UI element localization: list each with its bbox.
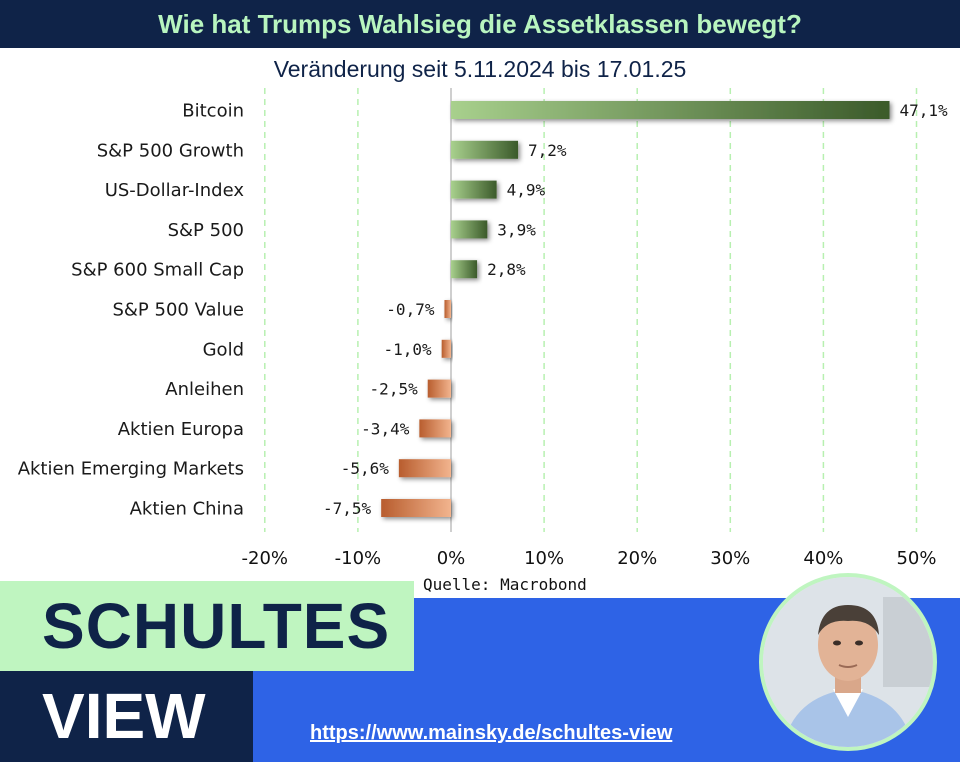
bar (451, 220, 488, 239)
category-label: S&P 500 (168, 220, 244, 241)
x-tick-label: 0% (437, 548, 466, 569)
value-label: 7,2% (528, 141, 567, 160)
brand-line-1: SCHULTES (0, 581, 414, 671)
value-label: 3,9% (497, 220, 536, 239)
chart-subtitle: Veränderung seit 5.11.2024 bis 17.01.25 (273, 56, 687, 82)
bar (381, 499, 451, 517)
bar (451, 260, 478, 279)
value-label: 2,8% (487, 260, 526, 279)
source-note: Quelle: Macrobond (423, 575, 587, 594)
value-label: 4,9% (507, 181, 546, 200)
chart-title: Wie hat Trumps Wahlsieg die Assetklassen… (0, 0, 960, 48)
category-label: S&P 600 Small Cap (71, 260, 244, 281)
bar (398, 459, 451, 478)
category-label: Anleihen (165, 379, 244, 400)
value-label: -0,7% (386, 300, 435, 319)
bar (451, 180, 497, 199)
category-label: Aktien China (130, 499, 244, 520)
x-tick-label: -20% (242, 548, 289, 569)
x-tick-label: 20% (617, 548, 657, 569)
bar (451, 140, 519, 159)
x-tick-label: 40% (803, 548, 843, 569)
bar (444, 300, 451, 318)
value-label: -5,6% (341, 459, 390, 478)
category-label: Bitcoin (182, 101, 244, 122)
category-label: Aktien Emerging Markets (18, 459, 244, 480)
category-label: S&P 500 Value (112, 300, 244, 321)
value-label: -1,0% (384, 340, 433, 359)
bar (451, 101, 890, 119)
avatar (759, 573, 937, 751)
category-label: Aktien Europa (118, 419, 244, 440)
x-tick-label: 50% (896, 548, 936, 569)
brand-line-2: VIEW (0, 671, 253, 762)
x-tick-label: 30% (710, 548, 750, 569)
value-label: -3,4% (361, 419, 410, 438)
x-tick-label: -10% (335, 548, 382, 569)
category-label: US-Dollar-Index (105, 180, 245, 201)
x-tick-label: 10% (524, 548, 564, 569)
category-label: S&P 500 Growth (97, 140, 244, 161)
bar (419, 419, 451, 438)
value-label: -2,5% (370, 380, 419, 399)
bar-chart: -20% -10% 0% 10% 20% 30% 40% 50% Bitcoin 47,1% S&P… (18, 88, 949, 569)
value-label: -7,5% (323, 499, 372, 518)
bar (441, 339, 451, 358)
bar (427, 379, 451, 398)
value-label: 47,1% (900, 101, 949, 120)
category-label: Gold (203, 339, 244, 360)
website-link[interactable]: https://www.mainsky.de/schultes-view (310, 722, 673, 744)
person-portrait-icon (763, 577, 933, 747)
